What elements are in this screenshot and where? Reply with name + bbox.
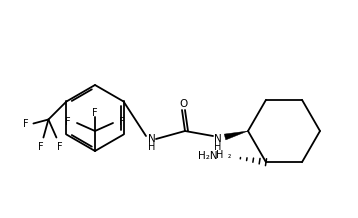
- Text: H: H: [148, 142, 156, 152]
- Text: O: O: [179, 99, 187, 109]
- Text: F: F: [38, 143, 43, 153]
- Polygon shape: [224, 131, 248, 140]
- Text: H: H: [214, 142, 222, 152]
- Text: F: F: [57, 143, 62, 153]
- Text: H: H: [216, 150, 224, 160]
- Text: F: F: [23, 119, 28, 128]
- Text: H₂N: H₂N: [198, 151, 218, 161]
- Text: F: F: [66, 117, 71, 127]
- Text: F: F: [92, 108, 98, 118]
- Text: N: N: [214, 134, 222, 144]
- Text: F: F: [119, 117, 125, 127]
- Text: ₂: ₂: [228, 151, 231, 160]
- Text: N: N: [148, 134, 156, 144]
